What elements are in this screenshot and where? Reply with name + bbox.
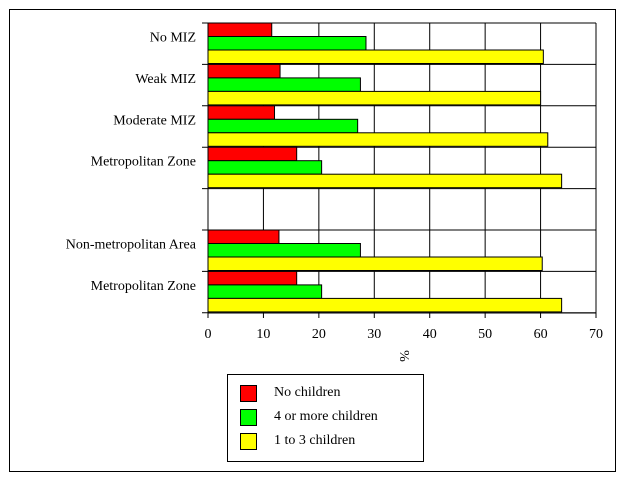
legend-swatch-4-or-more-children: [240, 408, 257, 426]
legend-label: No children: [274, 385, 341, 400]
ticks: 0 10 20 30 40 50 60 70: [205, 313, 603, 342]
x-tick-label: 50: [478, 327, 492, 342]
bar-no-children: [207, 105, 276, 120]
category-label: Non-metropolitan Area: [66, 238, 197, 253]
bar-4-or-more-children: [207, 118, 359, 134]
bar-4-or-more-children: [207, 243, 361, 258]
category-labels: No MIZ Weak MIZ Moderate MIZ Metropolitan Z…: [66, 31, 197, 294]
legend: No children 4 or more children 1 to 3 ch…: [227, 374, 424, 462]
bars: [207, 22, 563, 313]
x-tick-label: 70: [589, 327, 603, 342]
bar-1-to-3-children: [207, 49, 544, 64]
x-tick-label: 0: [205, 327, 212, 342]
legend-item-1-to-3-children: 1 to 3 children: [240, 431, 355, 451]
x-tick-label: 60: [534, 327, 548, 342]
bar-4-or-more-children: [207, 77, 361, 92]
bar-no-children: [207, 270, 298, 286]
category-label: Metropolitan Zone: [91, 155, 196, 170]
category-label: Weak MIZ: [135, 72, 196, 87]
bar-4-or-more-children: [207, 160, 323, 175]
x-tick-label: 30: [367, 327, 381, 342]
bar-no-children: [207, 229, 280, 244]
category-label: No MIZ: [150, 31, 196, 46]
x-tick-label: 40: [423, 327, 437, 342]
x-axis-label: %: [396, 350, 411, 362]
bar-1-to-3-children: [207, 173, 563, 189]
bar-no-children: [207, 146, 298, 162]
bar-no-children: [207, 63, 281, 79]
bar-4-or-more-children: [207, 36, 367, 51]
legend-label: 4 or more children: [274, 409, 378, 424]
bar-no-children: [207, 22, 273, 37]
legend-swatch-no-children: [240, 384, 257, 402]
bar-1-to-3-children: [207, 90, 542, 106]
legend-label: 1 to 3 children: [274, 433, 356, 448]
legend-item-no-children: No children: [240, 383, 340, 403]
category-label: Metropolitan Zone: [91, 279, 196, 294]
legend-swatch-1-to-3-children: [240, 432, 257, 450]
bar-4-or-more-children: [207, 284, 323, 299]
x-tick-label: 10: [256, 327, 270, 342]
bar-1-to-3-children: [207, 256, 543, 271]
axes: [207, 23, 596, 314]
legend-item-4-or-more-children: 4 or more children: [240, 407, 378, 427]
bar-1-to-3-children: [207, 297, 563, 313]
x-tick-label: 20: [312, 327, 326, 342]
category-label: Moderate MIZ: [113, 113, 196, 128]
bar-1-to-3-children: [207, 132, 549, 147]
